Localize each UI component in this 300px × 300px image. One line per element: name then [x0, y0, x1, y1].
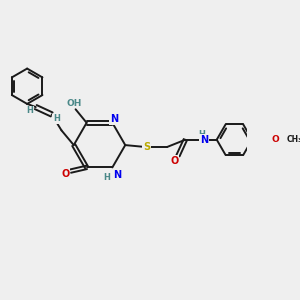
Text: O: O: [61, 169, 69, 178]
Text: H: H: [103, 173, 110, 182]
Text: H: H: [53, 114, 60, 123]
Text: O: O: [271, 135, 279, 144]
Text: H: H: [26, 106, 33, 115]
Text: O: O: [170, 155, 178, 166]
Text: OH: OH: [67, 99, 82, 108]
Text: H: H: [199, 130, 206, 139]
Text: N: N: [200, 135, 208, 145]
Text: CH₃: CH₃: [286, 135, 300, 144]
Text: S: S: [143, 142, 150, 152]
Text: N: N: [110, 114, 118, 124]
Text: N: N: [113, 170, 121, 180]
